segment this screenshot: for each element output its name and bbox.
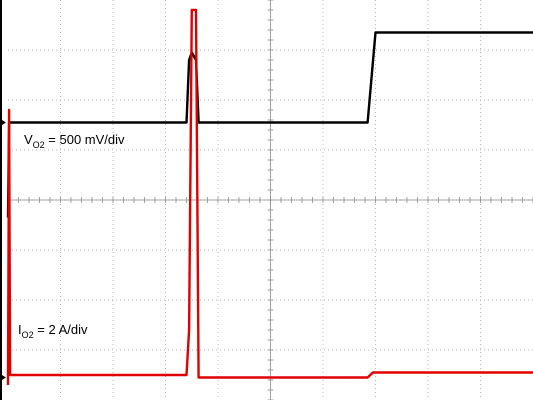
- ground-marker-2: [2, 375, 6, 380]
- ground-marker-1: [2, 120, 6, 125]
- series-label-vo2: VO2 = 500 mV/div: [24, 132, 125, 150]
- traces: [6, 8, 533, 386]
- ground-markers: [2, 120, 6, 380]
- graticule: [7, 0, 533, 400]
- trace-io2: [6, 8, 533, 386]
- series-label-io2: IO2 = 2 A/div: [18, 322, 88, 340]
